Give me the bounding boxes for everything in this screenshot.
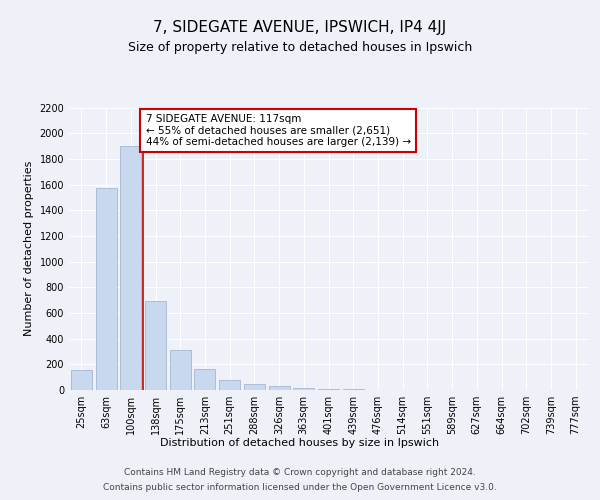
Bar — [170, 350, 191, 390]
Text: Distribution of detached houses by size in Ipswich: Distribution of detached houses by size … — [160, 438, 440, 448]
Bar — [194, 370, 215, 390]
Bar — [120, 146, 141, 390]
Bar — [269, 386, 290, 390]
Bar — [318, 388, 339, 390]
Bar — [244, 384, 265, 390]
Bar — [95, 188, 116, 390]
Bar — [219, 380, 240, 390]
Bar — [293, 388, 314, 390]
Text: Contains HM Land Registry data © Crown copyright and database right 2024.: Contains HM Land Registry data © Crown c… — [124, 468, 476, 477]
Bar — [145, 302, 166, 390]
Y-axis label: Number of detached properties: Number of detached properties — [24, 161, 34, 336]
Text: Size of property relative to detached houses in Ipswich: Size of property relative to detached ho… — [128, 41, 472, 54]
Text: 7 SIDEGATE AVENUE: 117sqm
← 55% of detached houses are smaller (2,651)
44% of se: 7 SIDEGATE AVENUE: 117sqm ← 55% of detac… — [146, 114, 411, 147]
Text: Contains public sector information licensed under the Open Government Licence v3: Contains public sector information licen… — [103, 483, 497, 492]
Text: 7, SIDEGATE AVENUE, IPSWICH, IP4 4JJ: 7, SIDEGATE AVENUE, IPSWICH, IP4 4JJ — [154, 20, 446, 35]
Bar — [71, 370, 92, 390]
